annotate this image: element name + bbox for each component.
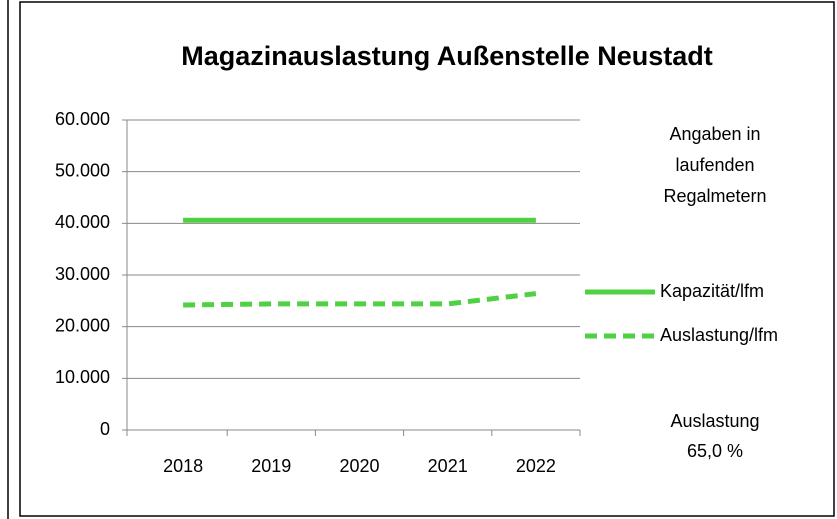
y-tick-label: 30.000 <box>55 264 110 284</box>
x-tick-label: 2019 <box>251 456 291 476</box>
annotation: Angaben in <box>669 124 760 144</box>
annotation: Regalmetern <box>663 186 766 206</box>
y-tick-label: 20.000 <box>55 315 110 335</box>
x-tick-label: 2022 <box>516 456 556 476</box>
x-tick-label: 2021 <box>428 456 468 476</box>
annotation: laufenden <box>675 155 754 175</box>
legend-label: Auslastung/lfm <box>660 325 778 345</box>
y-tick-label: 40.000 <box>55 212 110 232</box>
chart-title: Magazinauslastung Außenstelle Neustadt <box>181 41 713 71</box>
annotation: 65,0 % <box>687 441 743 461</box>
y-tick-label: 60.000 <box>55 109 110 129</box>
series-line <box>183 291 537 308</box>
y-tick-label: 10.000 <box>55 367 110 387</box>
annotation: Auslastung <box>670 411 759 431</box>
y-tick-label: 50.000 <box>55 160 110 180</box>
chart-frame <box>19 1 835 517</box>
legend-label: Kapazität/lfm <box>660 281 764 301</box>
x-tick-label: 2018 <box>163 456 203 476</box>
x-tick-label: 2020 <box>339 456 379 476</box>
y-tick-label: 0 <box>100 419 110 439</box>
